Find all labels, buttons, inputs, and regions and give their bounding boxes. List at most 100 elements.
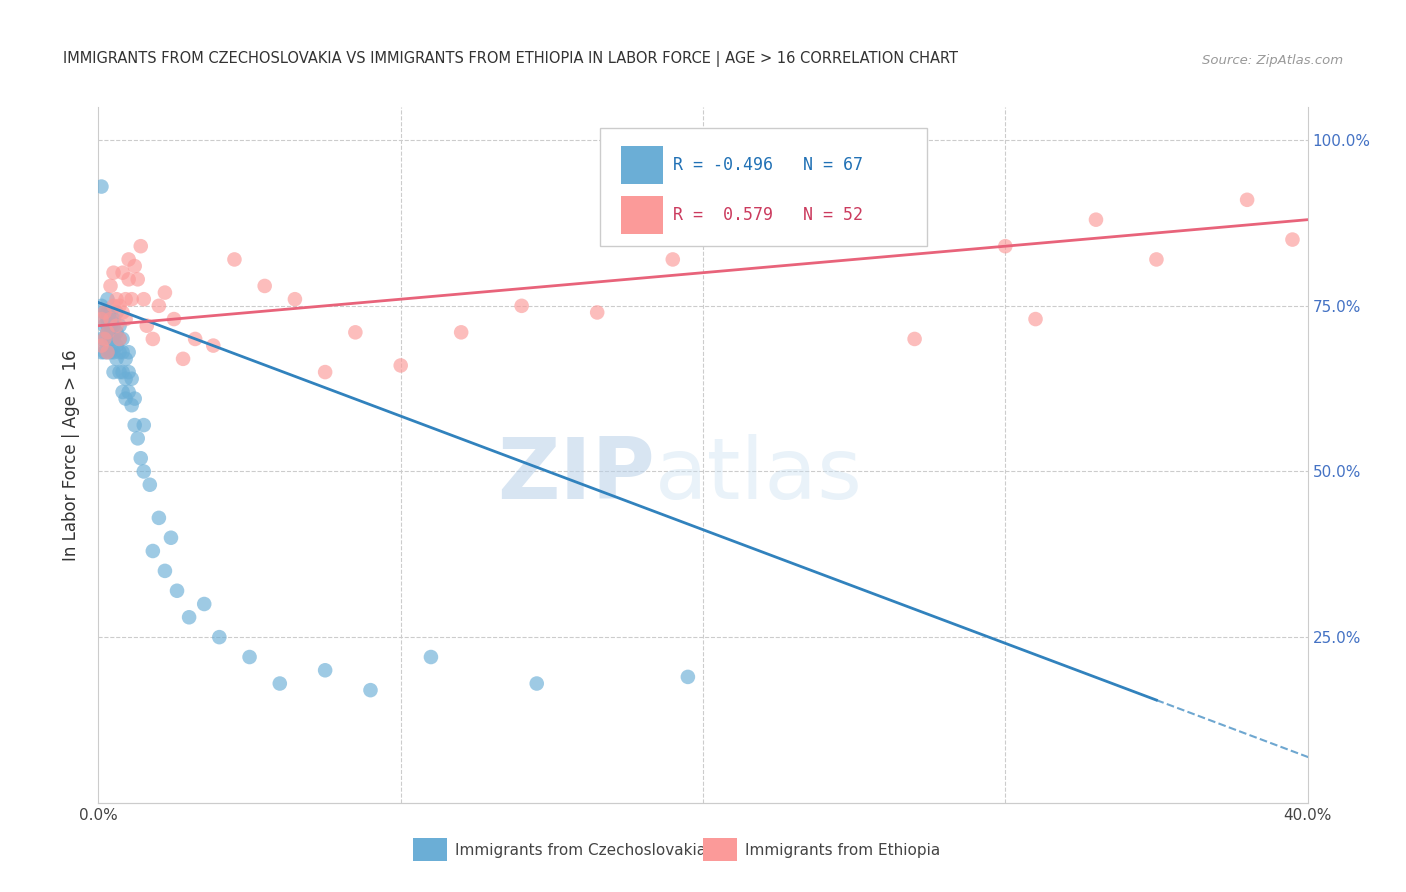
- Text: R =  0.579   N = 52: R = 0.579 N = 52: [673, 206, 863, 224]
- Point: [142, 332, 165, 346]
- Point: [111, 332, 134, 346]
- Point: [118, 365, 141, 379]
- Point: [420, 650, 443, 665]
- Point: [111, 345, 134, 359]
- Point: [100, 318, 122, 333]
- Point: [90, 312, 112, 326]
- Point: [103, 299, 125, 313]
- Point: [93, 345, 115, 359]
- Point: [129, 451, 152, 466]
- Point: [662, 252, 685, 267]
- Point: [118, 272, 141, 286]
- Point: [103, 318, 125, 333]
- Point: [96, 292, 118, 306]
- Point: [172, 351, 194, 366]
- Bar: [413, 838, 447, 861]
- Point: [360, 683, 382, 698]
- Point: [163, 312, 186, 326]
- Point: [153, 564, 176, 578]
- Point: [105, 292, 128, 306]
- Point: [132, 418, 155, 433]
- Point: [179, 610, 201, 624]
- Point: [1144, 252, 1167, 267]
- Point: [994, 239, 1017, 253]
- Bar: [703, 838, 737, 861]
- Point: [132, 292, 155, 306]
- Point: [103, 332, 125, 346]
- Bar: [621, 145, 664, 184]
- Point: [90, 332, 112, 346]
- Point: [121, 292, 143, 306]
- Point: [269, 676, 291, 690]
- Point: [100, 332, 122, 346]
- Point: [118, 384, 141, 399]
- Point: [111, 384, 134, 399]
- Point: [118, 252, 141, 267]
- Point: [160, 531, 183, 545]
- Point: [103, 266, 125, 280]
- Point: [96, 326, 118, 340]
- Point: [153, 285, 176, 300]
- Point: [96, 305, 118, 319]
- Point: [90, 345, 112, 359]
- Point: [100, 312, 122, 326]
- Point: [105, 338, 128, 352]
- Point: [114, 292, 136, 306]
- Point: [90, 179, 112, 194]
- Point: [135, 318, 157, 333]
- Point: [105, 326, 128, 340]
- Point: [139, 477, 162, 491]
- Point: [132, 465, 155, 479]
- Point: [148, 511, 170, 525]
- Text: ZIP: ZIP: [496, 434, 655, 517]
- Point: [96, 326, 118, 340]
- Point: [103, 312, 125, 326]
- Text: Immigrants from Czechoslovakia: Immigrants from Czechoslovakia: [456, 843, 706, 857]
- Point: [114, 351, 136, 366]
- Text: Source: ZipAtlas.com: Source: ZipAtlas.com: [1202, 54, 1343, 67]
- Point: [108, 365, 131, 379]
- Point: [1085, 212, 1108, 227]
- Point: [166, 583, 188, 598]
- Point: [105, 305, 128, 319]
- Point: [526, 676, 548, 690]
- Point: [224, 252, 246, 267]
- Point: [103, 365, 125, 379]
- Point: [1236, 193, 1258, 207]
- Text: IMMIGRANTS FROM CZECHOSLOVAKIA VS IMMIGRANTS FROM ETHIOPIA IN LABOR FORCE | AGE : IMMIGRANTS FROM CZECHOSLOVAKIA VS IMMIGR…: [63, 51, 959, 67]
- Point: [108, 318, 131, 333]
- Point: [752, 226, 775, 240]
- Point: [96, 318, 118, 333]
- Point: [510, 299, 533, 313]
- Point: [284, 292, 307, 306]
- Point: [114, 392, 136, 406]
- Point: [93, 312, 115, 326]
- Point: [148, 299, 170, 313]
- Point: [202, 338, 225, 352]
- Point: [344, 326, 367, 340]
- Point: [93, 318, 115, 333]
- Point: [108, 332, 131, 346]
- FancyBboxPatch shape: [600, 128, 927, 246]
- Point: [111, 365, 134, 379]
- Point: [253, 279, 276, 293]
- Point: [100, 312, 122, 326]
- Y-axis label: In Labor Force | Age > 16: In Labor Force | Age > 16: [62, 349, 80, 561]
- Text: atlas: atlas: [655, 434, 863, 517]
- Point: [96, 345, 118, 359]
- Point: [105, 318, 128, 333]
- Text: R = -0.496   N = 67: R = -0.496 N = 67: [673, 156, 863, 174]
- Point: [105, 351, 128, 366]
- Point: [108, 299, 131, 313]
- Point: [676, 670, 699, 684]
- Point: [108, 345, 131, 359]
- Point: [108, 332, 131, 346]
- Point: [873, 233, 896, 247]
- Point: [103, 345, 125, 359]
- Point: [586, 305, 609, 319]
- Point: [124, 259, 146, 273]
- Point: [90, 338, 112, 352]
- Point: [193, 597, 215, 611]
- Point: [314, 365, 336, 379]
- Point: [389, 359, 412, 373]
